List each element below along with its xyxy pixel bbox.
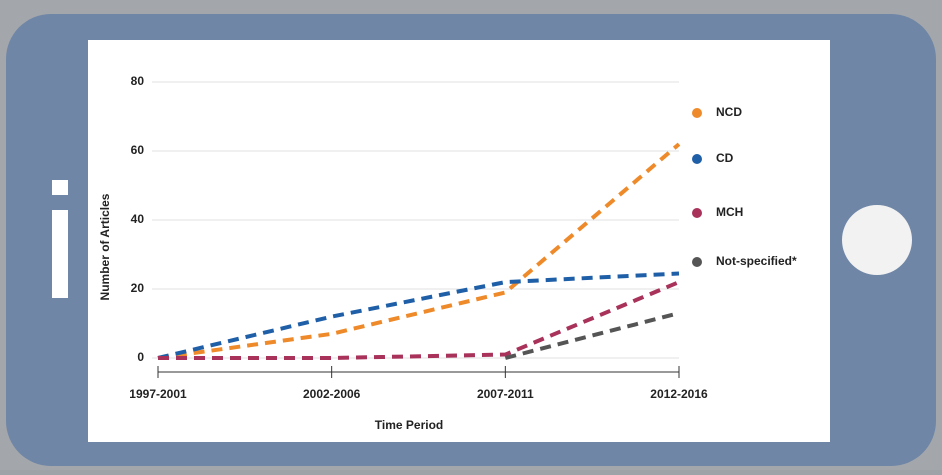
legend-marker — [692, 208, 702, 218]
series-line — [157, 142, 681, 360]
x-tick-label: 2002-2006 — [303, 387, 361, 401]
y-tick-label: 60 — [131, 143, 145, 157]
legend-marker — [692, 154, 702, 164]
legend-label: NCD — [716, 105, 742, 119]
y-tick-label: 20 — [131, 281, 145, 295]
phone-speaker — [52, 210, 68, 298]
legend-marker — [692, 108, 702, 118]
y-tick-label: 0 — [137, 350, 144, 364]
home-button[interactable] — [842, 205, 912, 275]
legend-marker — [692, 257, 702, 267]
x-tick-label: 1997-2001 — [129, 387, 187, 401]
chart-area — [88, 40, 830, 442]
phone-sensor — [52, 180, 68, 195]
y-axis-label: Number of Articles — [98, 193, 112, 300]
x-tick-label: 2007-2011 — [477, 387, 534, 401]
x-tick-label: 2012-2016 — [650, 387, 708, 401]
y-tick-label: 40 — [131, 212, 145, 226]
legend-label: MCH — [716, 205, 743, 219]
series-line — [158, 280, 680, 360]
y-tick-label: 80 — [131, 74, 145, 88]
legend-label: Not-specified* — [716, 254, 797, 268]
legend-label: CD — [716, 151, 734, 165]
series-line — [157, 271, 680, 360]
series-line — [504, 311, 680, 360]
x-axis-label: Time Period — [375, 418, 443, 432]
